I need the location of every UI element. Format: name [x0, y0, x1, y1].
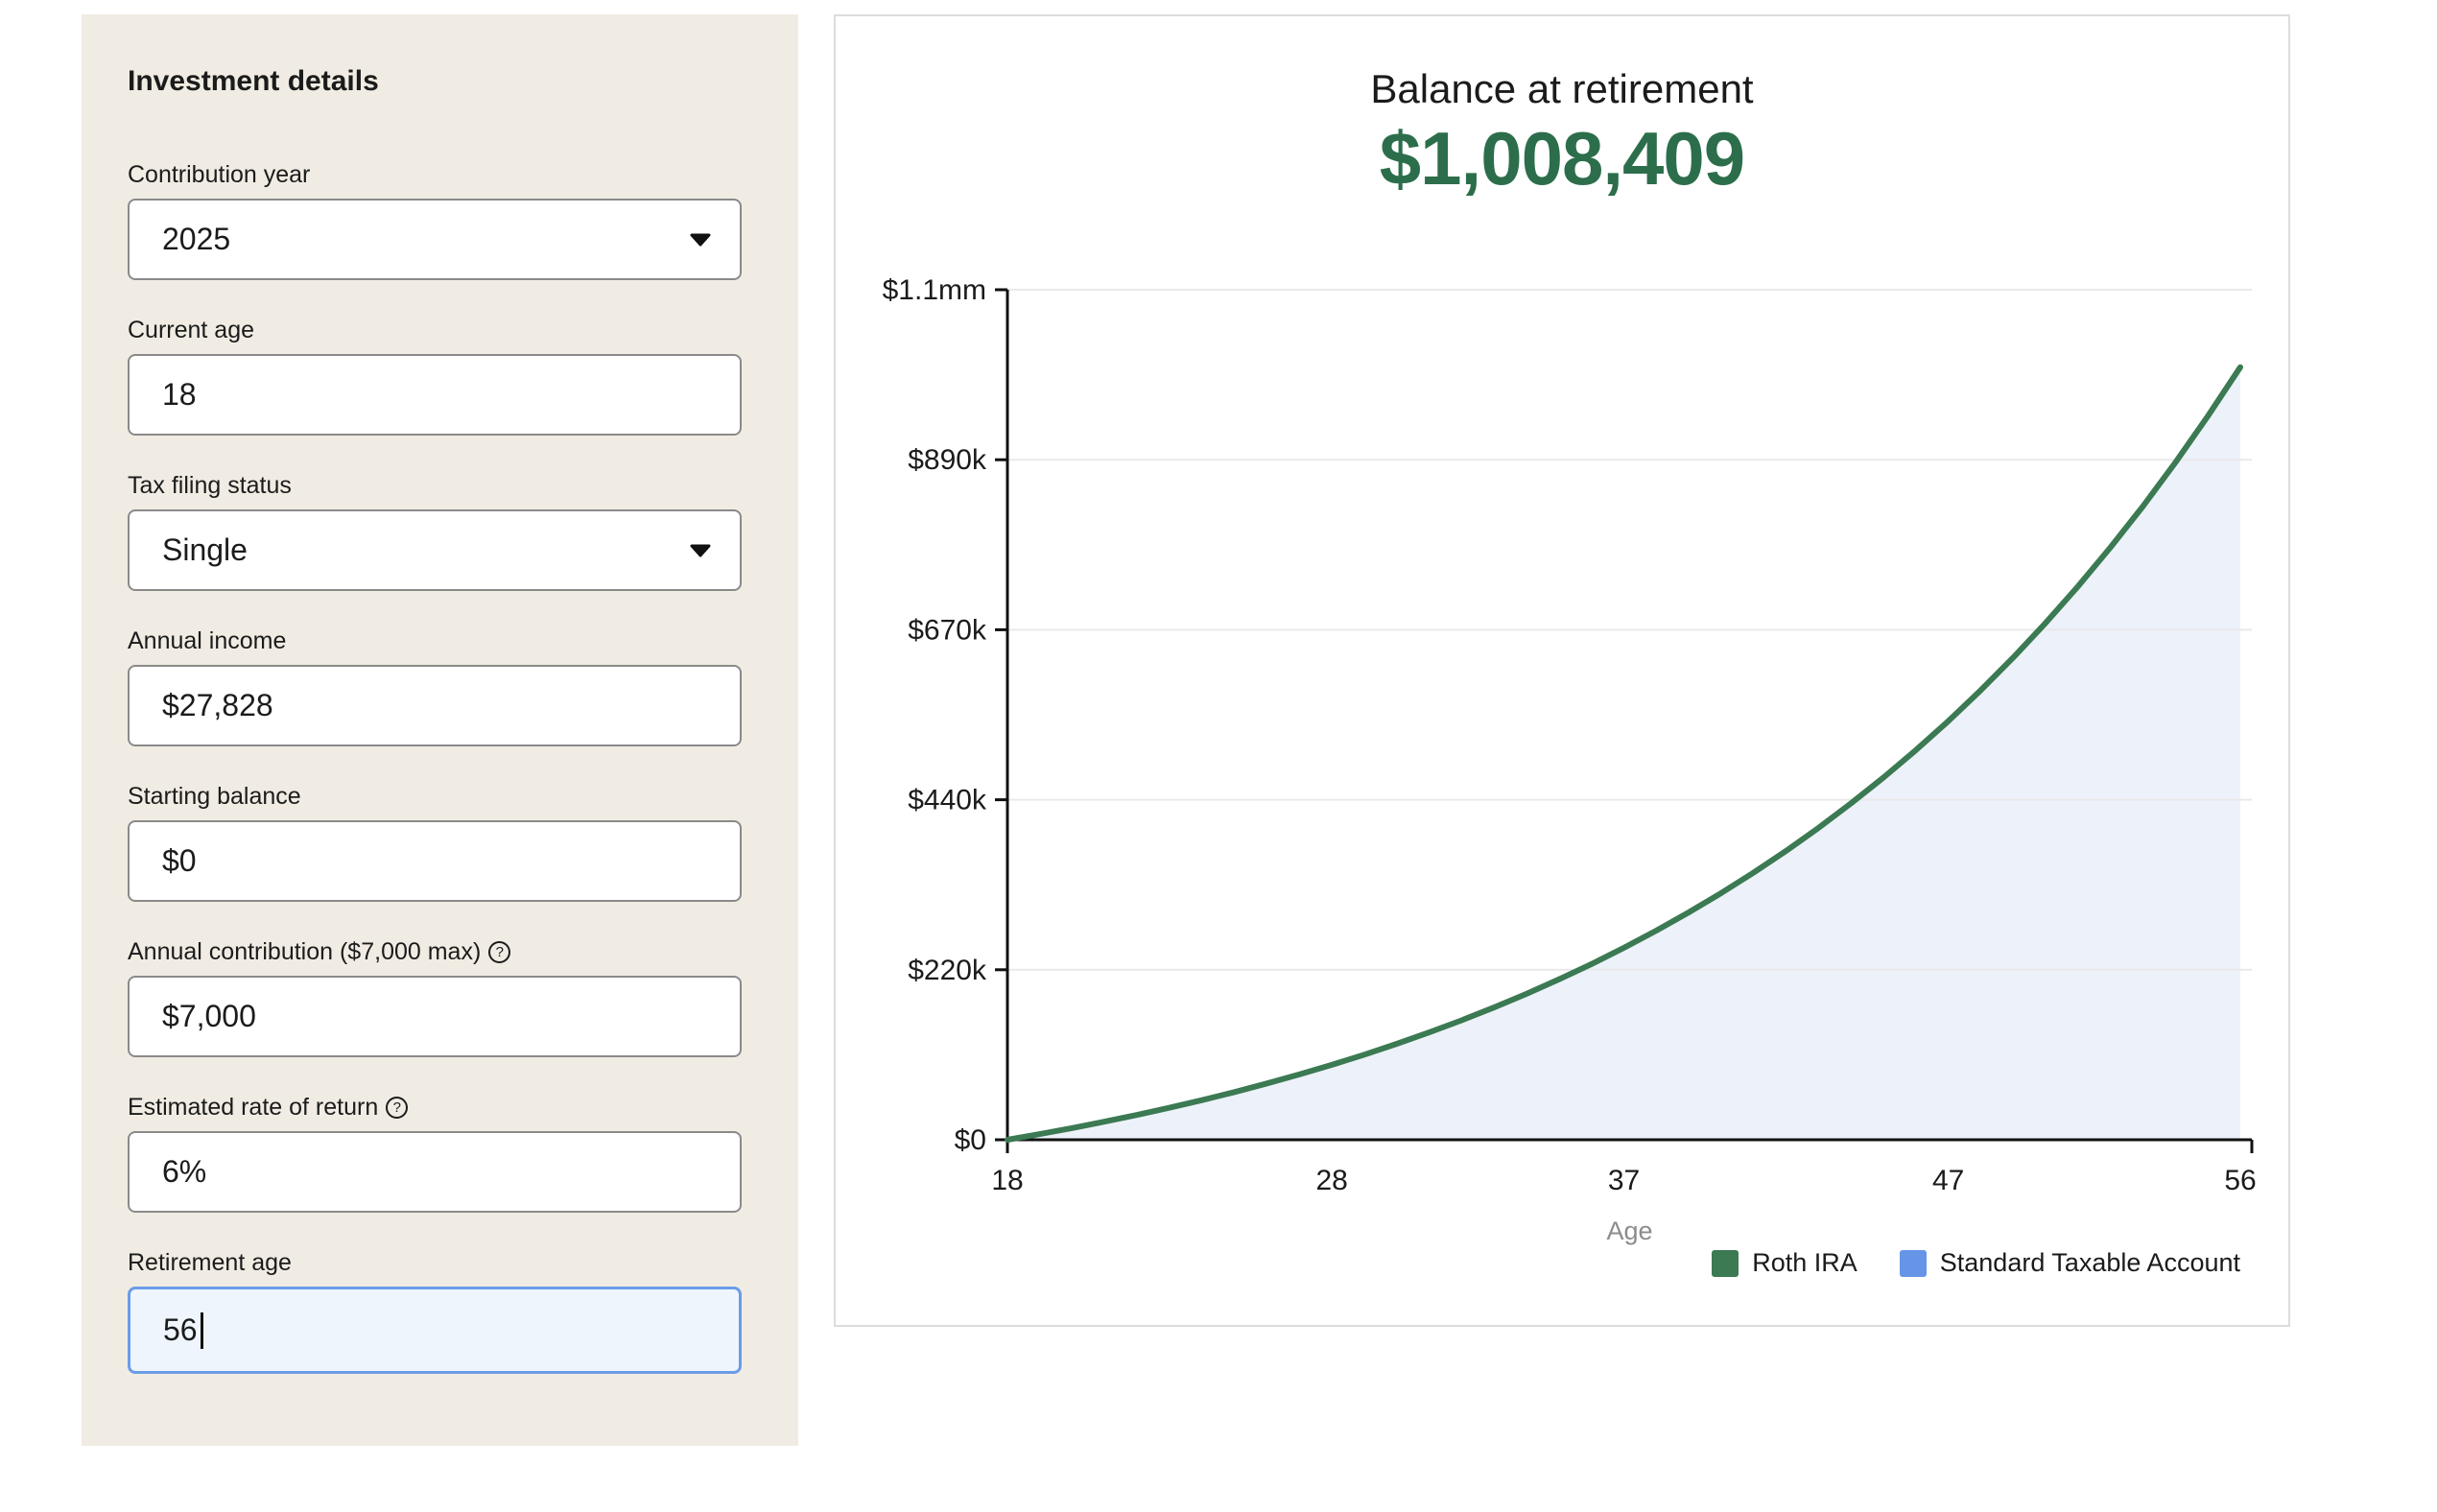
y-tick-label: $670k	[908, 614, 987, 646]
contribution-year-select[interactable]: 2025	[128, 199, 742, 280]
legend-item-standard-taxable-account: Standard Taxable Account	[1899, 1248, 2240, 1278]
roth-ira-area	[1007, 366, 2240, 1140]
starting-balance-label: Starting balance	[128, 783, 301, 810]
annual-income-label: Annual income	[128, 627, 287, 654]
rate-of-return-label: Estimated rate of return	[128, 1094, 379, 1121]
y-tick-label: $220k	[908, 955, 987, 986]
help-icon[interactable]: ?	[386, 1096, 409, 1119]
retirement-age-label: Retirement age	[128, 1249, 292, 1276]
text-cursor	[200, 1311, 203, 1349]
y-tick-label: $440k	[908, 785, 987, 816]
x-tick-label: 28	[1316, 1165, 1348, 1196]
roth-ira-swatch-icon	[1712, 1249, 1739, 1277]
y-tick-label: $1.1mm	[883, 274, 986, 306]
annual-contribution-input[interactable]: $7,000	[128, 976, 742, 1057]
balance-at-retirement-chart: $0 $220k $440k $670k $890k $1.1mm 18 28 37 47 56 Ag…	[883, 274, 2257, 1245]
field-tax-filing-status: Tax filing status Single	[128, 471, 752, 591]
chevron-down-icon	[690, 544, 711, 557]
x-tick-label: 37	[1608, 1165, 1640, 1196]
field-starting-balance: Starting balance $0	[128, 782, 752, 902]
current-age-input[interactable]: 18	[128, 354, 742, 436]
standard-taxable-swatch-icon	[1899, 1249, 1927, 1277]
legend-label: Standard Taxable Account	[1939, 1248, 2240, 1277]
field-annual-contribution: Annual contribution ($7,000 max) ? $7,00…	[128, 937, 752, 1057]
current-age-value: 18	[162, 377, 197, 412]
retirement-age-input[interactable]: 56	[128, 1287, 742, 1374]
annual-income-input[interactable]: $27,828	[128, 665, 742, 746]
chevron-down-icon	[690, 233, 711, 247]
starting-balance-input[interactable]: $0	[128, 820, 742, 902]
tax-filing-status-value: Single	[162, 532, 248, 567]
field-current-age: Current age 18	[128, 316, 752, 436]
rate-of-return-input[interactable]: 6%	[128, 1131, 742, 1213]
x-tick-label: 47	[1932, 1165, 1964, 1196]
tax-filing-status-label: Tax filing status	[128, 472, 292, 499]
legend-label: Roth IRA	[1752, 1248, 1857, 1277]
legend-item-roth-ira: Roth IRA	[1712, 1248, 1857, 1278]
annual-income-value: $27,828	[162, 688, 273, 722]
balance-chart-card: Balance at retirement $1,008,409 $0 $220k…	[834, 14, 2290, 1327]
chart-title: Balance at retirement	[1370, 66, 1754, 111]
y-tick-label: $0	[955, 1124, 986, 1156]
panel-title: Investment details	[128, 65, 379, 97]
tax-filing-status-select[interactable]: Single	[128, 509, 742, 591]
chart-legend: Roth IRA Standard Taxable Account	[1712, 1248, 2240, 1278]
investment-details-panel: Investment details Contribution year 202…	[82, 14, 798, 1446]
annual-contribution-label: Annual contribution ($7,000 max)	[128, 938, 482, 965]
field-contribution-year: Contribution year 2025	[128, 160, 752, 280]
x-axis-title: Age	[1606, 1217, 1652, 1245]
retirement-age-value: 56	[163, 1312, 198, 1347]
x-tick-label: 18	[991, 1165, 1023, 1196]
field-rate-of-return: Estimated rate of return ? 6%	[128, 1093, 752, 1213]
starting-balance-value: $0	[162, 843, 197, 878]
contribution-year-value: 2025	[162, 222, 231, 256]
rate-of-return-value: 6%	[162, 1154, 207, 1189]
x-tick-label: 56	[2224, 1165, 2256, 1196]
annual-contribution-value: $7,000	[162, 999, 256, 1033]
balance-amount: $1,008,409	[1379, 116, 1745, 201]
help-icon[interactable]: ?	[488, 940, 511, 963]
field-annual-income: Annual income $27,828	[128, 626, 752, 746]
y-tick-label: $890k	[908, 444, 987, 476]
field-retirement-age: Retirement age 56	[128, 1248, 752, 1374]
roth-ira-line	[1005, 364, 2243, 1143]
contribution-year-label: Contribution year	[128, 161, 311, 188]
current-age-label: Current age	[128, 317, 255, 343]
